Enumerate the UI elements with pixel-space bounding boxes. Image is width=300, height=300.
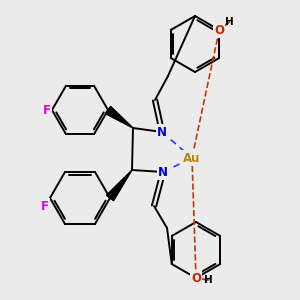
Text: F: F	[43, 103, 51, 116]
Text: N: N	[157, 125, 167, 139]
Text: O: O	[191, 272, 201, 284]
Text: N: N	[158, 166, 168, 178]
Polygon shape	[106, 170, 132, 201]
Text: H: H	[204, 275, 212, 285]
Text: O: O	[214, 23, 224, 37]
Text: F: F	[41, 200, 49, 212]
Text: Au: Au	[183, 152, 201, 164]
Text: H: H	[225, 17, 234, 27]
Polygon shape	[105, 106, 133, 128]
